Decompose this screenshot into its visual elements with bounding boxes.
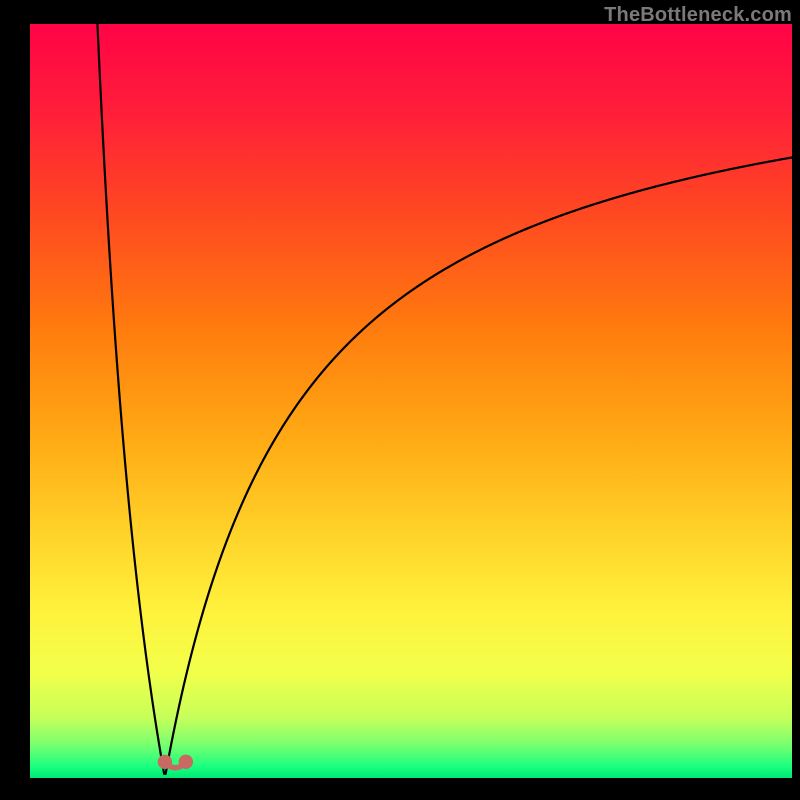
bottleneck-chart xyxy=(0,0,800,800)
trough-marker-right xyxy=(179,755,193,769)
trough-marker-left xyxy=(158,755,172,769)
chart-container: TheBottleneck.com xyxy=(0,0,800,800)
watermark-text: TheBottleneck.com xyxy=(604,4,792,27)
plot-gradient xyxy=(30,24,792,778)
